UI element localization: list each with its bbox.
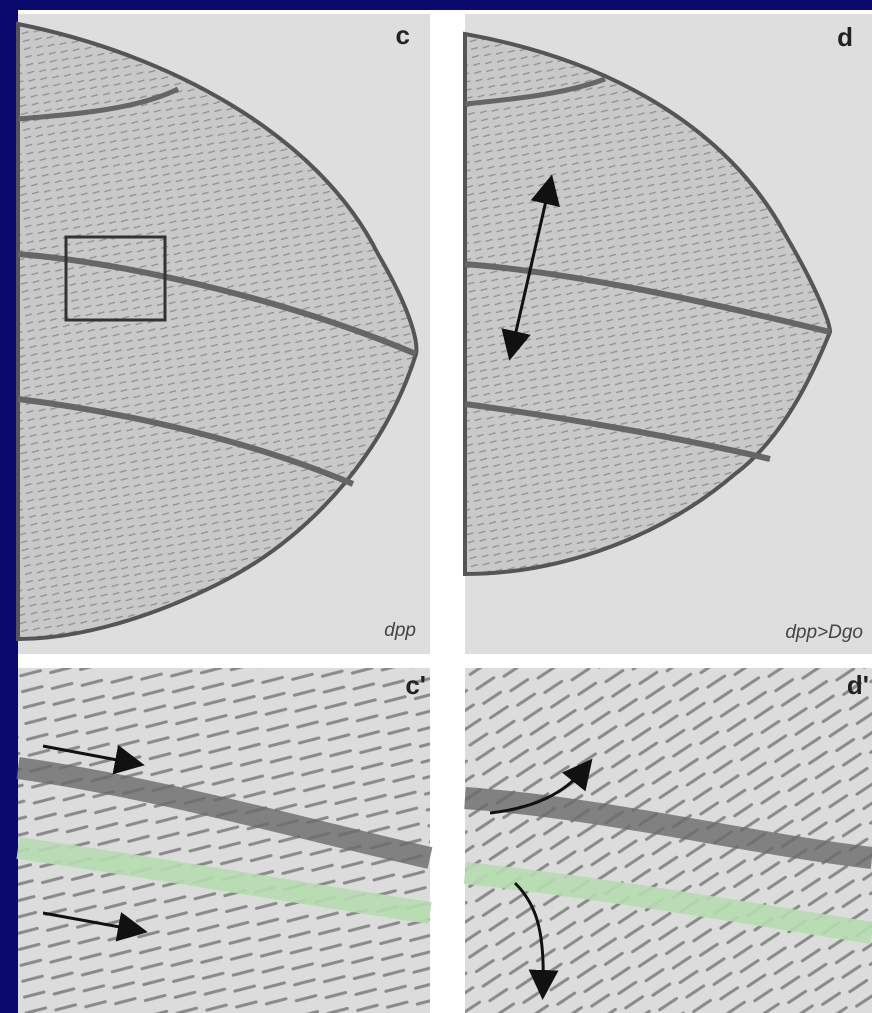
panel-d: d dpp>Dgo xyxy=(463,14,872,654)
wing xyxy=(16,21,419,642)
wing-vein xyxy=(464,76,606,107)
wing-vein xyxy=(17,86,180,122)
panel-label: c xyxy=(396,20,410,50)
inset-box xyxy=(64,235,167,322)
wing-vein xyxy=(17,251,418,357)
panel-d-prime: d' xyxy=(463,668,872,1013)
panel-label: c' xyxy=(405,670,426,700)
curved-arrow xyxy=(513,881,559,1000)
panel-caption: dpp xyxy=(384,620,416,641)
panel-label: d xyxy=(837,22,853,52)
highlight-band xyxy=(463,862,872,944)
panel-label: d' xyxy=(847,670,869,700)
arrow xyxy=(42,744,145,775)
panel-c-prime: c' xyxy=(16,668,433,1013)
double-arrow xyxy=(501,174,560,361)
wing-vein xyxy=(17,396,355,487)
curved-arrow xyxy=(489,758,593,815)
arrow xyxy=(42,911,148,942)
highlight-band xyxy=(16,837,432,924)
panel-c: c dpp xyxy=(16,14,430,654)
wing-vein xyxy=(16,757,433,869)
wing-vein xyxy=(464,787,872,869)
panel-caption: dpp>Dgo xyxy=(785,622,863,643)
wing-vein xyxy=(464,401,771,462)
